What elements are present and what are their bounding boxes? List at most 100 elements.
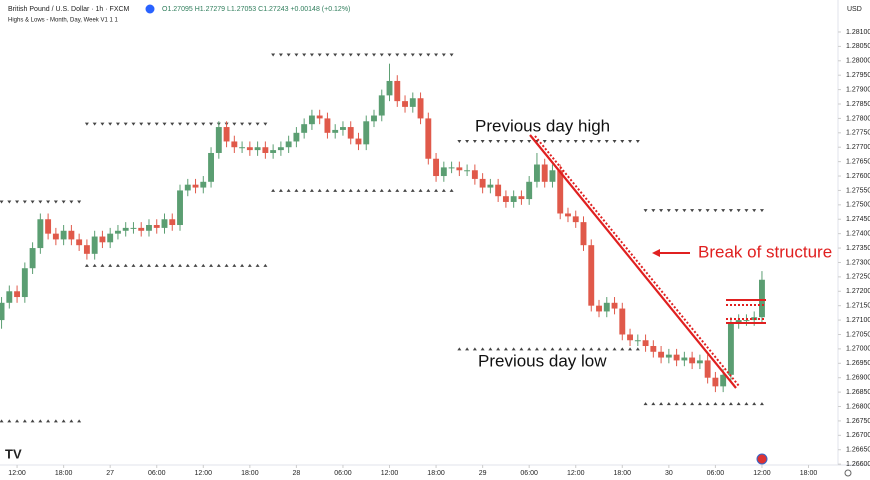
low-marker — [565, 347, 570, 351]
high-marker — [721, 209, 726, 213]
candle-body — [14, 291, 21, 298]
high-marker — [38, 200, 43, 204]
high-marker — [565, 139, 570, 143]
candle-body — [231, 141, 238, 148]
high-marker — [581, 139, 586, 143]
candle-body — [223, 127, 230, 142]
high-marker — [759, 209, 764, 213]
high-marker — [434, 53, 439, 57]
plot-area — [0, 53, 765, 423]
flag-icon — [756, 453, 768, 465]
candle-body — [270, 150, 277, 153]
candle-body — [533, 164, 540, 182]
low-marker — [410, 188, 415, 192]
high-marker — [333, 53, 338, 57]
high-marker — [193, 122, 198, 126]
high-marker — [108, 122, 113, 126]
y-tick-label: 1.26850 — [846, 389, 870, 396]
low-marker — [77, 419, 82, 423]
low-marker — [682, 402, 687, 406]
high-marker — [170, 122, 175, 126]
low-marker — [356, 188, 361, 192]
high-marker — [271, 53, 276, 57]
y-tick-label: 1.27350 — [846, 245, 870, 252]
y-tick-label: 1.27650 — [846, 158, 870, 165]
high-marker — [527, 139, 532, 143]
low-marker — [674, 402, 679, 406]
y-tick-label: 1.26750 — [846, 418, 870, 425]
y-tick-label: 1.27200 — [846, 288, 870, 295]
candle-body — [277, 147, 284, 151]
y-tick-label: 1.27800 — [846, 115, 870, 122]
low-marker — [728, 402, 733, 406]
candle-body — [6, 291, 13, 303]
high-marker — [690, 209, 695, 213]
x-tick-label: 30 — [665, 470, 673, 477]
candle-body — [324, 118, 331, 133]
y-tick-label: 1.27150 — [846, 303, 870, 310]
y-tick-label: 1.27000 — [846, 346, 870, 353]
y-tick-label: 1.27050 — [846, 331, 870, 338]
candle-body — [642, 340, 649, 347]
low-marker — [387, 188, 392, 192]
low-marker — [7, 419, 12, 423]
low-marker — [441, 188, 446, 192]
x-tick-label: 06:00 — [520, 470, 538, 477]
high-marker — [364, 53, 369, 57]
annotation: Break of structure — [698, 242, 832, 261]
high-marker — [46, 200, 51, 204]
x-tick-label: 06:00 — [707, 470, 725, 477]
low-marker — [154, 263, 159, 267]
low-marker — [255, 263, 260, 267]
high-marker — [154, 122, 159, 126]
high-marker — [115, 122, 120, 126]
y-tick-label: 1.27850 — [846, 101, 870, 108]
high-marker — [465, 139, 470, 143]
high-marker — [309, 53, 314, 57]
high-marker — [558, 139, 563, 143]
high-marker — [612, 139, 617, 143]
high-marker — [666, 209, 671, 213]
candle-body — [371, 115, 377, 122]
low-marker — [643, 402, 648, 406]
candle-body — [76, 239, 83, 246]
low-marker — [581, 347, 586, 351]
candle-body — [161, 219, 168, 228]
settings-icon[interactable] — [844, 469, 852, 477]
high-marker — [22, 200, 27, 204]
y-tick-label: 1.27300 — [846, 259, 870, 266]
y-tick-label: 1.27950 — [846, 72, 870, 79]
high-marker — [659, 209, 664, 213]
y-tick-label: 1.28000 — [846, 58, 870, 65]
low-marker — [325, 188, 330, 192]
high-marker — [643, 209, 648, 213]
candle-body — [37, 219, 44, 249]
candle-body — [495, 184, 502, 197]
low-marker — [379, 188, 384, 192]
low-marker — [38, 419, 43, 423]
low-marker — [705, 402, 710, 406]
candle-body — [417, 98, 424, 119]
candle-body — [735, 320, 742, 323]
candle-body — [340, 127, 346, 130]
candle-body — [254, 147, 261, 151]
y-tick-label: 1.27250 — [846, 274, 870, 281]
candle-body — [425, 118, 432, 159]
low-marker — [333, 188, 338, 192]
low-marker — [53, 419, 58, 423]
low-marker — [472, 347, 477, 351]
high-marker — [620, 139, 625, 143]
low-marker — [201, 263, 206, 267]
candle-body — [557, 170, 564, 214]
low-marker — [449, 188, 454, 192]
candle-body — [285, 141, 292, 148]
y-tick-label: 1.27900 — [846, 86, 870, 93]
candle-body — [727, 322, 734, 375]
candle-body — [650, 346, 657, 352]
badge — [145, 4, 155, 14]
high-marker — [418, 53, 423, 57]
high-marker — [550, 139, 555, 143]
high-marker — [410, 53, 415, 57]
low-marker — [84, 263, 89, 267]
low-marker — [123, 263, 128, 267]
